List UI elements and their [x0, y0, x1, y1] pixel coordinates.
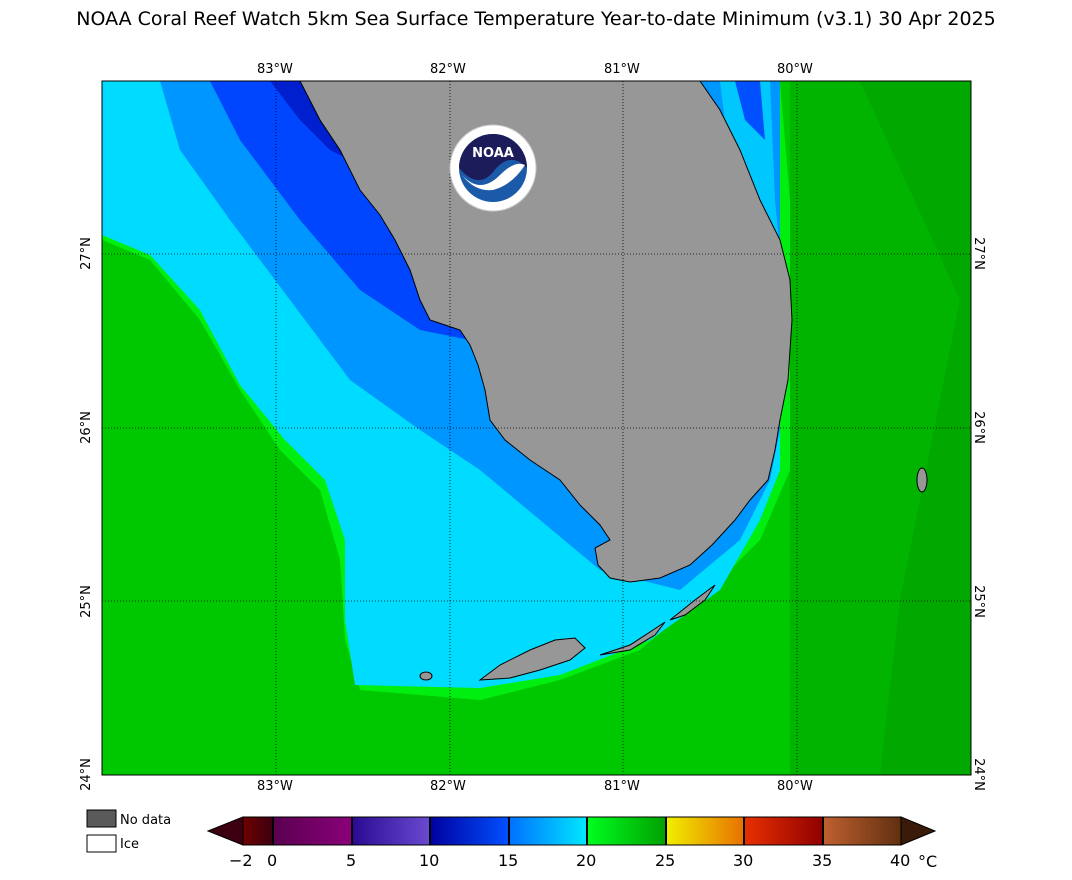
cb-tick-35: 35: [812, 851, 833, 870]
cb-tick-5: 5: [346, 851, 357, 870]
cb-tick-25: 25: [655, 851, 676, 870]
nodata-label: No data: [120, 813, 171, 828]
colorbar: [206, 816, 937, 846]
noaa-logo-text: NOAA: [472, 146, 514, 161]
lon-label-top-80: 80°W: [777, 62, 813, 77]
ice-swatch: [86, 834, 117, 853]
lon-label-top-83: 83°W: [257, 62, 293, 77]
map-frame: [101, 80, 972, 776]
lon-label-bottom-80: 80°W: [777, 779, 813, 794]
nodata-swatch: [86, 809, 117, 828]
cb-tick-15: 15: [498, 851, 519, 870]
cb-tick-20: 20: [576, 851, 597, 870]
map-title: NOAA Coral Reef Watch 5km Sea Surface Te…: [76, 8, 996, 30]
cb-tick-0: 0: [267, 851, 278, 870]
lon-label-bottom-83: 83°W: [257, 779, 293, 794]
cb-unit: °C: [918, 852, 938, 871]
lon-label-bottom-82: 82°W: [430, 779, 466, 794]
florida-landmass: [299, 80, 793, 583]
lon-label-top-81: 81°W: [604, 62, 640, 77]
noaa-logo: NOAA: [449, 124, 537, 212]
cb-tick-40: 40: [890, 851, 911, 870]
graticule: [102, 81, 971, 775]
cb-tick-10: 10: [419, 851, 440, 870]
lon-label-bottom-81: 81°W: [604, 779, 640, 794]
florida-keys: [419, 467, 928, 681]
ice-label: Ice: [120, 837, 139, 852]
cb-tick-neg2: −2: [229, 851, 253, 870]
lon-label-top-82: 82°W: [430, 62, 466, 77]
cb-tick-30: 30: [733, 851, 754, 870]
